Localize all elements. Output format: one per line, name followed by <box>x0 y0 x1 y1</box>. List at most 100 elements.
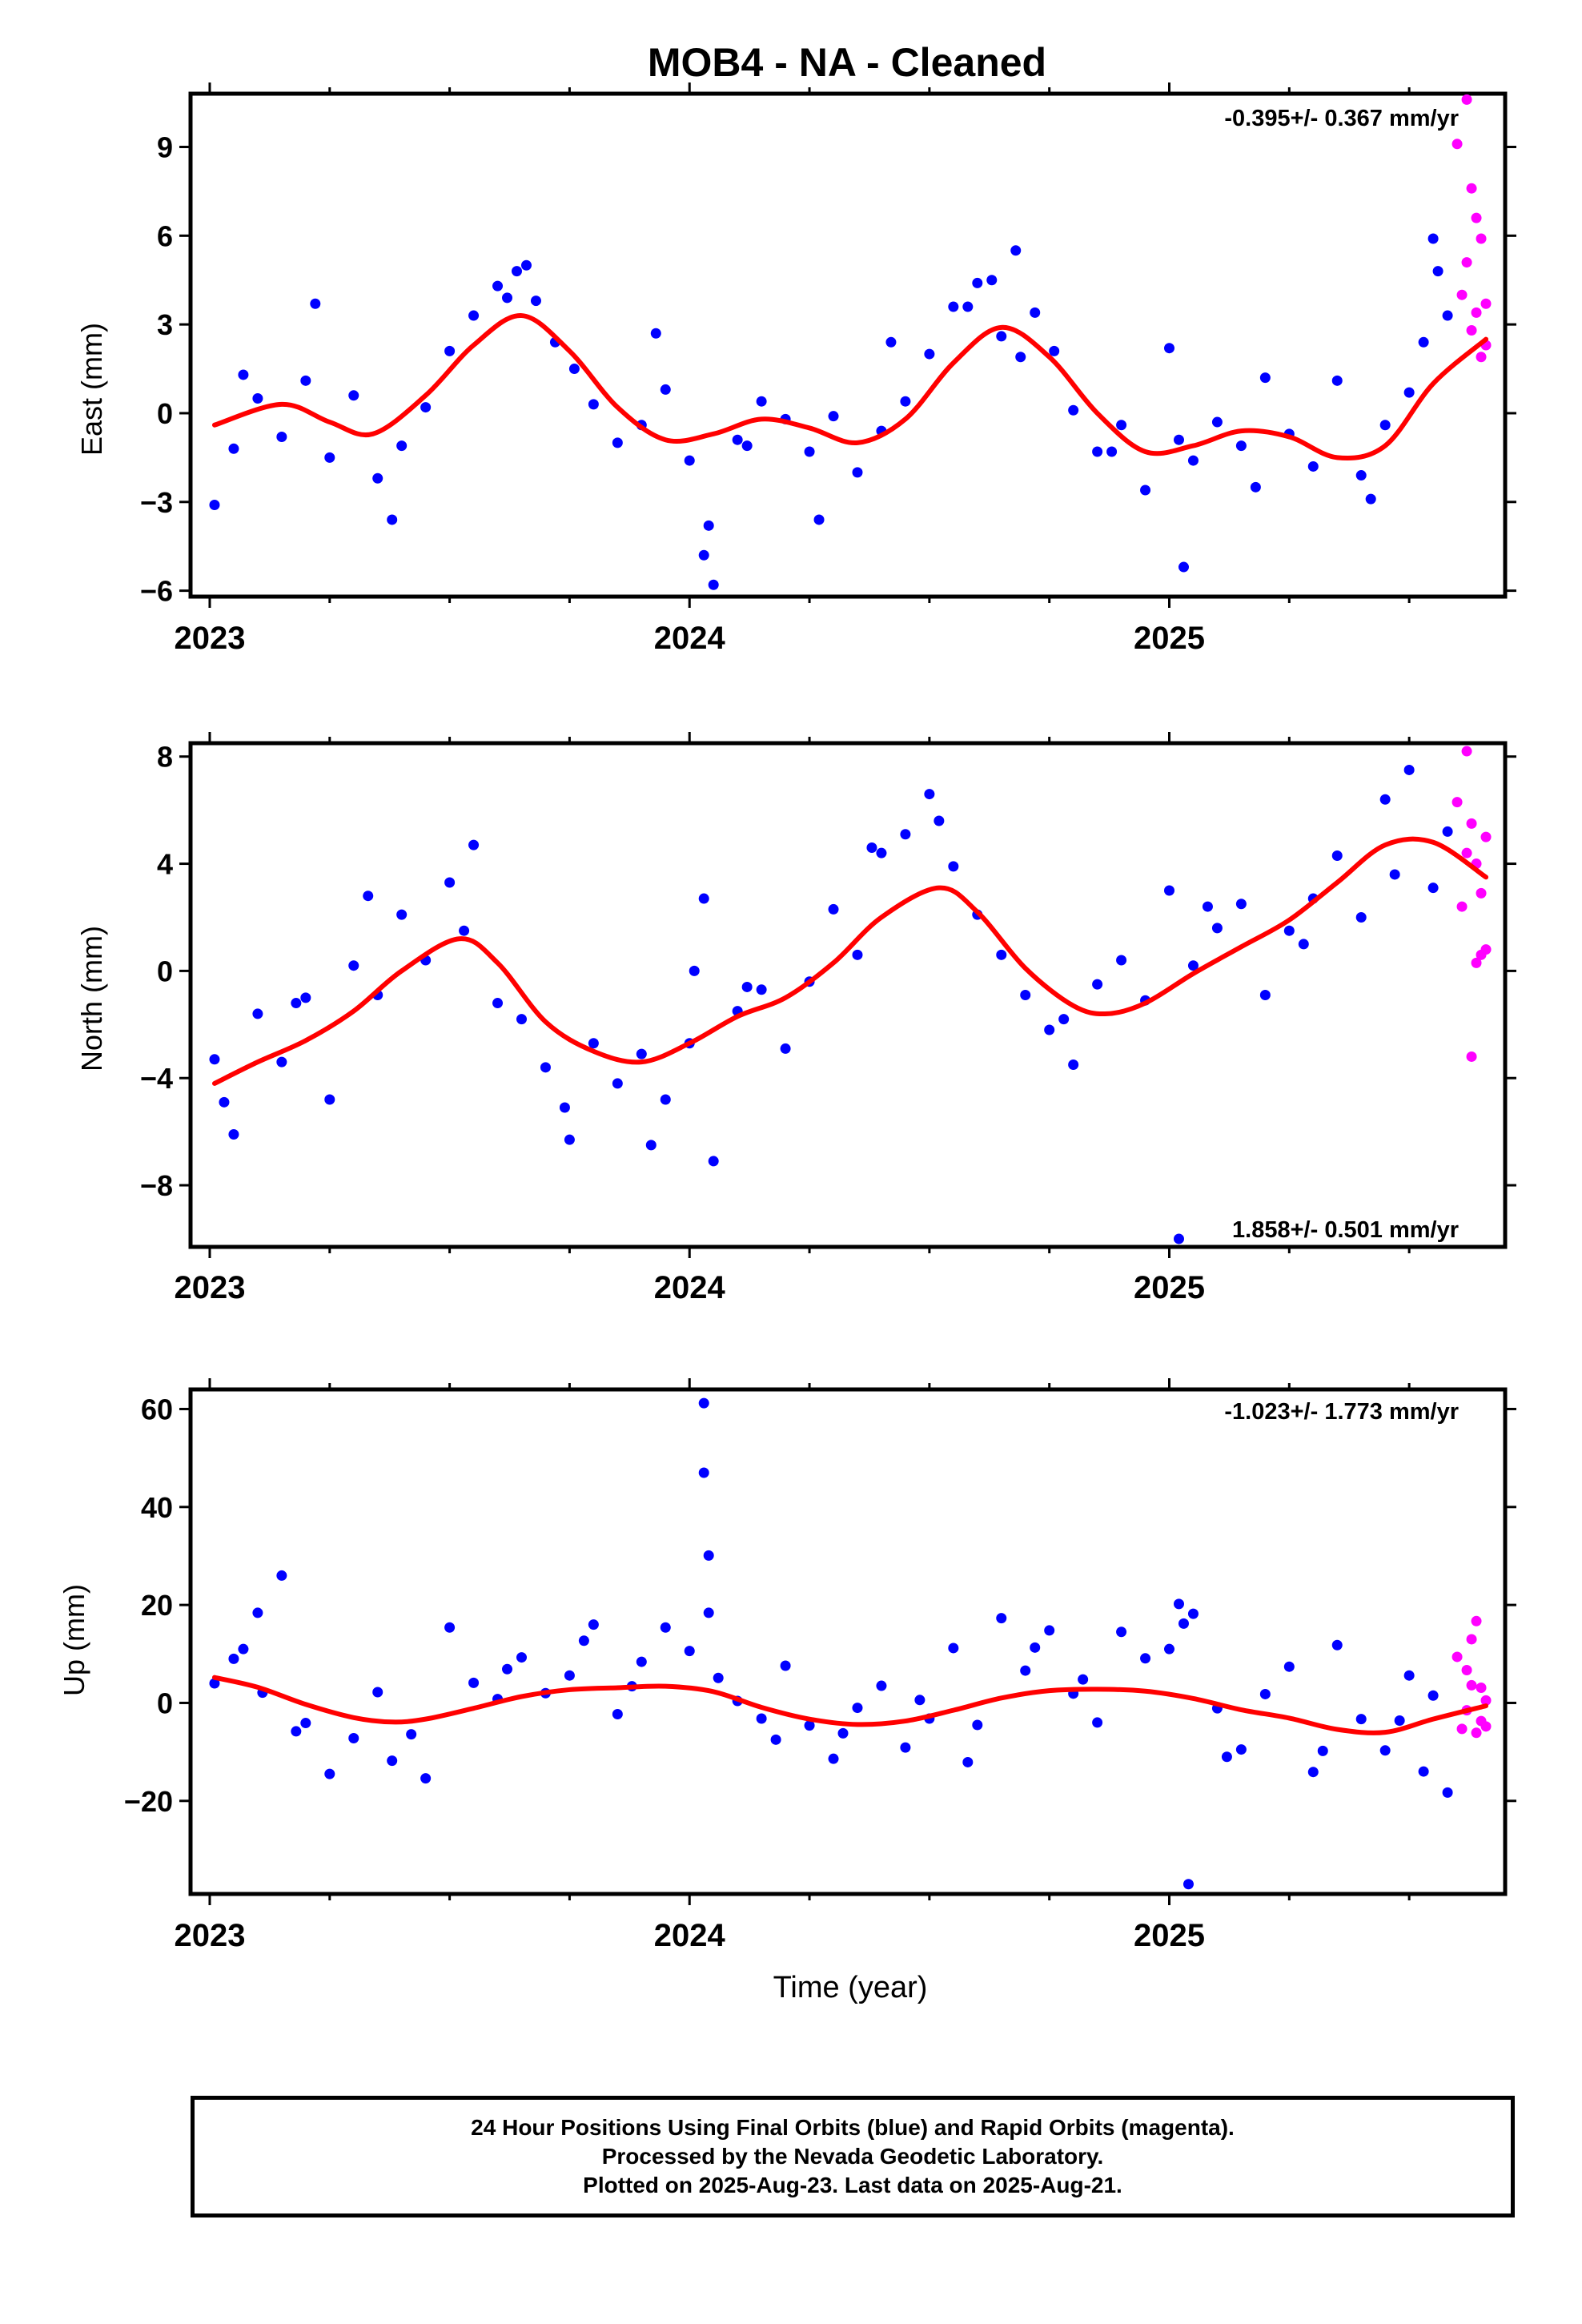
east-final-point <box>512 266 523 277</box>
up-final-point <box>291 1726 302 1737</box>
east-final-point <box>1106 446 1118 457</box>
east-rapid-point <box>1466 325 1477 336</box>
up-final-point <box>468 1677 480 1688</box>
north-final-point <box>948 861 959 872</box>
east-final-point <box>1010 245 1022 256</box>
north-final-point <box>540 1062 551 1073</box>
north-final-point <box>1211 923 1223 934</box>
north-rapid-point <box>1461 847 1472 858</box>
east-final-point <box>1140 485 1151 496</box>
up-final-point <box>1178 1618 1189 1629</box>
north-rapid-point <box>1476 887 1487 899</box>
up-final-point <box>564 1670 575 1681</box>
up-final-point <box>1283 1661 1295 1672</box>
up-final-point <box>300 1718 311 1729</box>
east-final-point <box>996 331 1007 342</box>
north-final-point <box>396 909 408 920</box>
north-final-point <box>756 984 767 995</box>
east-data <box>209 94 1492 590</box>
up-final-point <box>1379 1745 1391 1756</box>
east-y-tick-label: −3 <box>140 486 173 519</box>
north-final-point <box>300 992 311 1003</box>
north-final-point <box>1187 960 1199 971</box>
up-final-point <box>660 1622 671 1633</box>
east-final-point <box>684 455 695 466</box>
north-final-point <box>1355 911 1367 923</box>
up-final-point <box>1164 1643 1175 1655</box>
up-x-tick-label: 2023 <box>174 1918 245 1953</box>
up-final-point <box>1078 1674 1089 1685</box>
north-final-point <box>1379 794 1391 805</box>
up-y-tick-label: −20 <box>124 1785 173 1818</box>
up-final-point <box>684 1646 695 1657</box>
east-rapid-point <box>1461 94 1472 105</box>
up-final-point <box>972 1719 983 1731</box>
north-x-tick-label: 2024 <box>654 1270 726 1305</box>
up-rapid-point <box>1480 1721 1492 1732</box>
footer-caption: 24 Hour Positions Using Final Orbits (bl… <box>191 2096 1515 2217</box>
east-rapid-point <box>1476 233 1487 244</box>
up-rapid-point <box>1466 1679 1477 1691</box>
east-final-point <box>502 292 513 304</box>
east-final-point <box>741 440 753 452</box>
east-rapid-point <box>1471 307 1482 318</box>
east-final-point <box>1427 233 1439 244</box>
east-final-point <box>1432 266 1443 277</box>
east-x-tick-label: 2023 <box>174 621 245 656</box>
east-final-point <box>1178 561 1189 573</box>
east-final-point <box>1187 455 1199 466</box>
up-final-point <box>1418 1766 1429 1777</box>
east-final-point <box>1068 404 1079 416</box>
up-final-point <box>1187 1608 1199 1619</box>
north-final-point <box>492 998 504 1009</box>
north-rapid-point <box>1456 901 1468 912</box>
up-final-point <box>1020 1665 1031 1676</box>
east-y-tick-label: 0 <box>157 397 173 430</box>
east-final-point <box>1049 345 1060 356</box>
north-data <box>209 746 1492 1244</box>
north-final-point <box>900 829 911 840</box>
north-final-point <box>1403 764 1415 775</box>
north-final-point <box>1164 885 1175 896</box>
up-model-curve <box>211 1675 1489 1735</box>
up-final-point <box>713 1672 724 1683</box>
north-rapid-point <box>1480 944 1492 955</box>
east-final-point <box>1250 481 1261 493</box>
up-final-point <box>770 1734 781 1745</box>
east-final-point <box>986 275 998 286</box>
north-plot-area: 2023 2024 2025 −8 −4 0 4 8 <box>140 732 1516 1305</box>
up-final-point <box>324 1768 335 1779</box>
up-y-tick-label: 40 <box>141 1491 173 1524</box>
north-y-tick-label: −8 <box>140 1169 173 1202</box>
up-final-point <box>698 1467 709 1478</box>
north-final-point <box>1058 1014 1070 1025</box>
up-final-point <box>804 1720 815 1731</box>
east-rapid-point <box>1471 212 1482 223</box>
east-final-point <box>444 345 456 356</box>
north-y-tick-label: −4 <box>140 1062 173 1095</box>
east-y-tick-label: 6 <box>157 219 173 252</box>
north-final-point <box>276 1056 287 1068</box>
north-x-tick-label: 2023 <box>174 1270 245 1305</box>
east-final-point <box>1092 446 1103 457</box>
up-x-tick-label: 2024 <box>654 1918 726 1953</box>
up-final-point <box>703 1550 714 1561</box>
east-final-point <box>387 514 398 525</box>
north-y-tick-label: 4 <box>157 848 173 881</box>
north-rapid-point <box>1466 818 1477 829</box>
up-final-point <box>502 1663 513 1675</box>
east-rapid-point <box>1461 257 1472 268</box>
east-x-tick-label: 2024 <box>654 621 726 656</box>
up-rapid-point <box>1471 1727 1482 1739</box>
north-final-point <box>1283 925 1295 936</box>
up-final-point <box>1116 1626 1127 1638</box>
east-model-curve <box>211 313 1489 461</box>
north-final-point <box>1173 1233 1184 1244</box>
up-final-point <box>1235 1744 1247 1755</box>
north-final-point <box>689 965 700 976</box>
north-final-point <box>852 949 863 960</box>
up-final-point <box>948 1642 959 1654</box>
north-final-point <box>708 1156 719 1167</box>
up-plot-area: 2023 2024 2025 −20 0 20 40 60 <box>124 1378 1516 1953</box>
east-final-point <box>1015 352 1026 363</box>
